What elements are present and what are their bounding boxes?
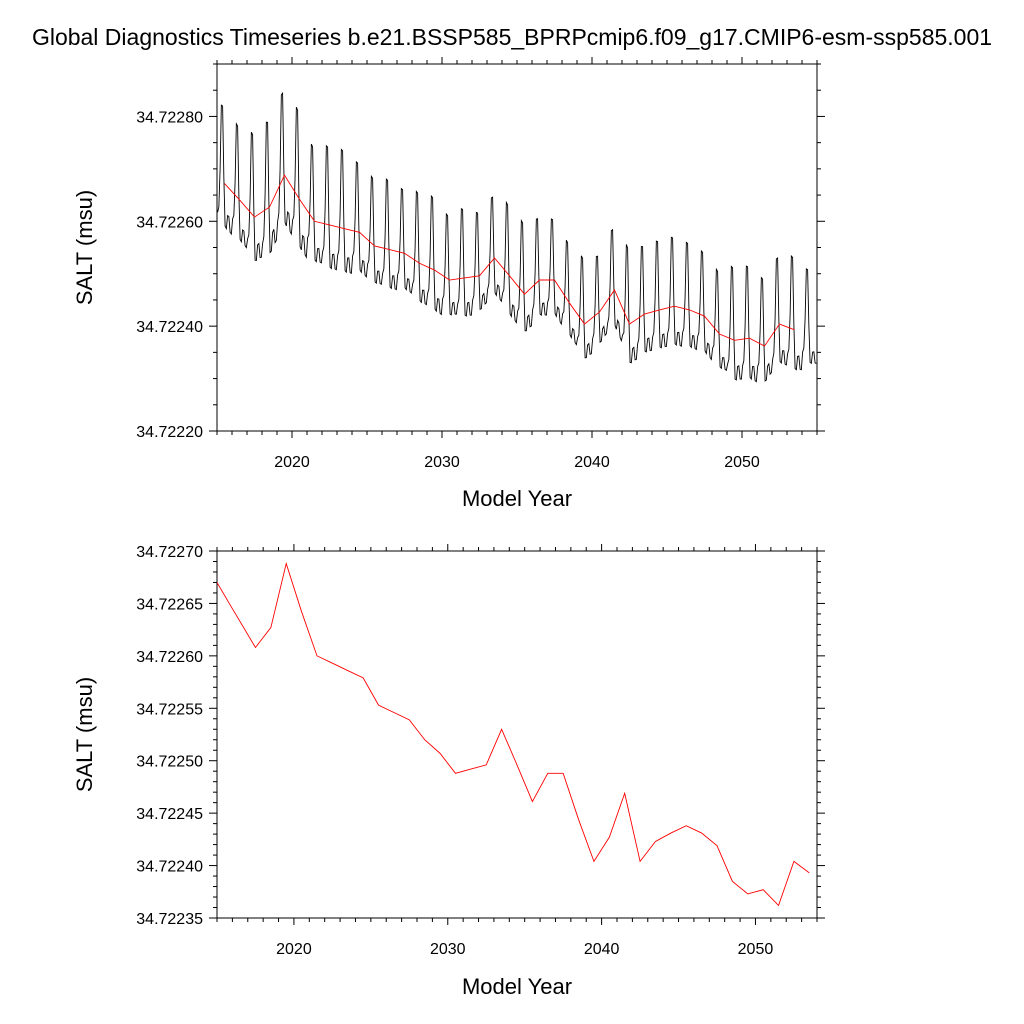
y-tick-label: 34.72260	[136, 214, 203, 231]
x-axis-title: Model Year	[462, 974, 572, 999]
x-tick-label: 2030	[430, 941, 466, 958]
chart-panel-2: 2020 2030 2040 2050 34.72235 34.72240 34.72245…	[72, 544, 825, 999]
x-tick-label: 2040	[574, 454, 610, 471]
x-tick-label: 2040	[584, 941, 620, 958]
y-tick-label: 34.72220	[136, 424, 203, 441]
x-axis-title: Model Year	[462, 486, 572, 511]
y-tick-label: 34.72270	[136, 544, 203, 561]
x-tick-label: 2050	[724, 454, 760, 471]
y-tick-label: 34.72260	[136, 649, 203, 666]
x-tick-label: 2030	[424, 454, 460, 471]
y-tick-label: 34.72240	[136, 319, 203, 336]
y-tick-label: 34.72240	[136, 859, 203, 876]
y-axis-title: SALT (msu)	[72, 677, 97, 792]
page-title: Global Diagnostics Timeseries b.e21.BSSP…	[31, 24, 993, 50]
y-axis-title: SALT (msu)	[72, 190, 97, 305]
series-line-monthly	[217, 91, 817, 383]
y-tick-label: 34.72250	[136, 754, 203, 771]
y-tick-label: 34.72265	[136, 596, 203, 613]
y-tick-label: 34.72280	[136, 109, 203, 126]
y-tick-label: 34.72245	[136, 806, 203, 823]
y-tick-label: 34.72255	[136, 701, 203, 718]
series-line-annual-mean	[217, 561, 810, 907]
x-tick-label: 2020	[276, 941, 312, 958]
x-tick-label: 2020	[274, 454, 310, 471]
chart-panel-1: 2020 2030 2040 2050 34.72220 34.72240 34.72260…	[72, 57, 825, 511]
x-tick-label: 2050	[738, 941, 774, 958]
plot-frame	[216, 550, 818, 919]
y-tick-label: 34.72235	[136, 911, 203, 928]
series-line-annual-mean	[224, 174, 795, 347]
